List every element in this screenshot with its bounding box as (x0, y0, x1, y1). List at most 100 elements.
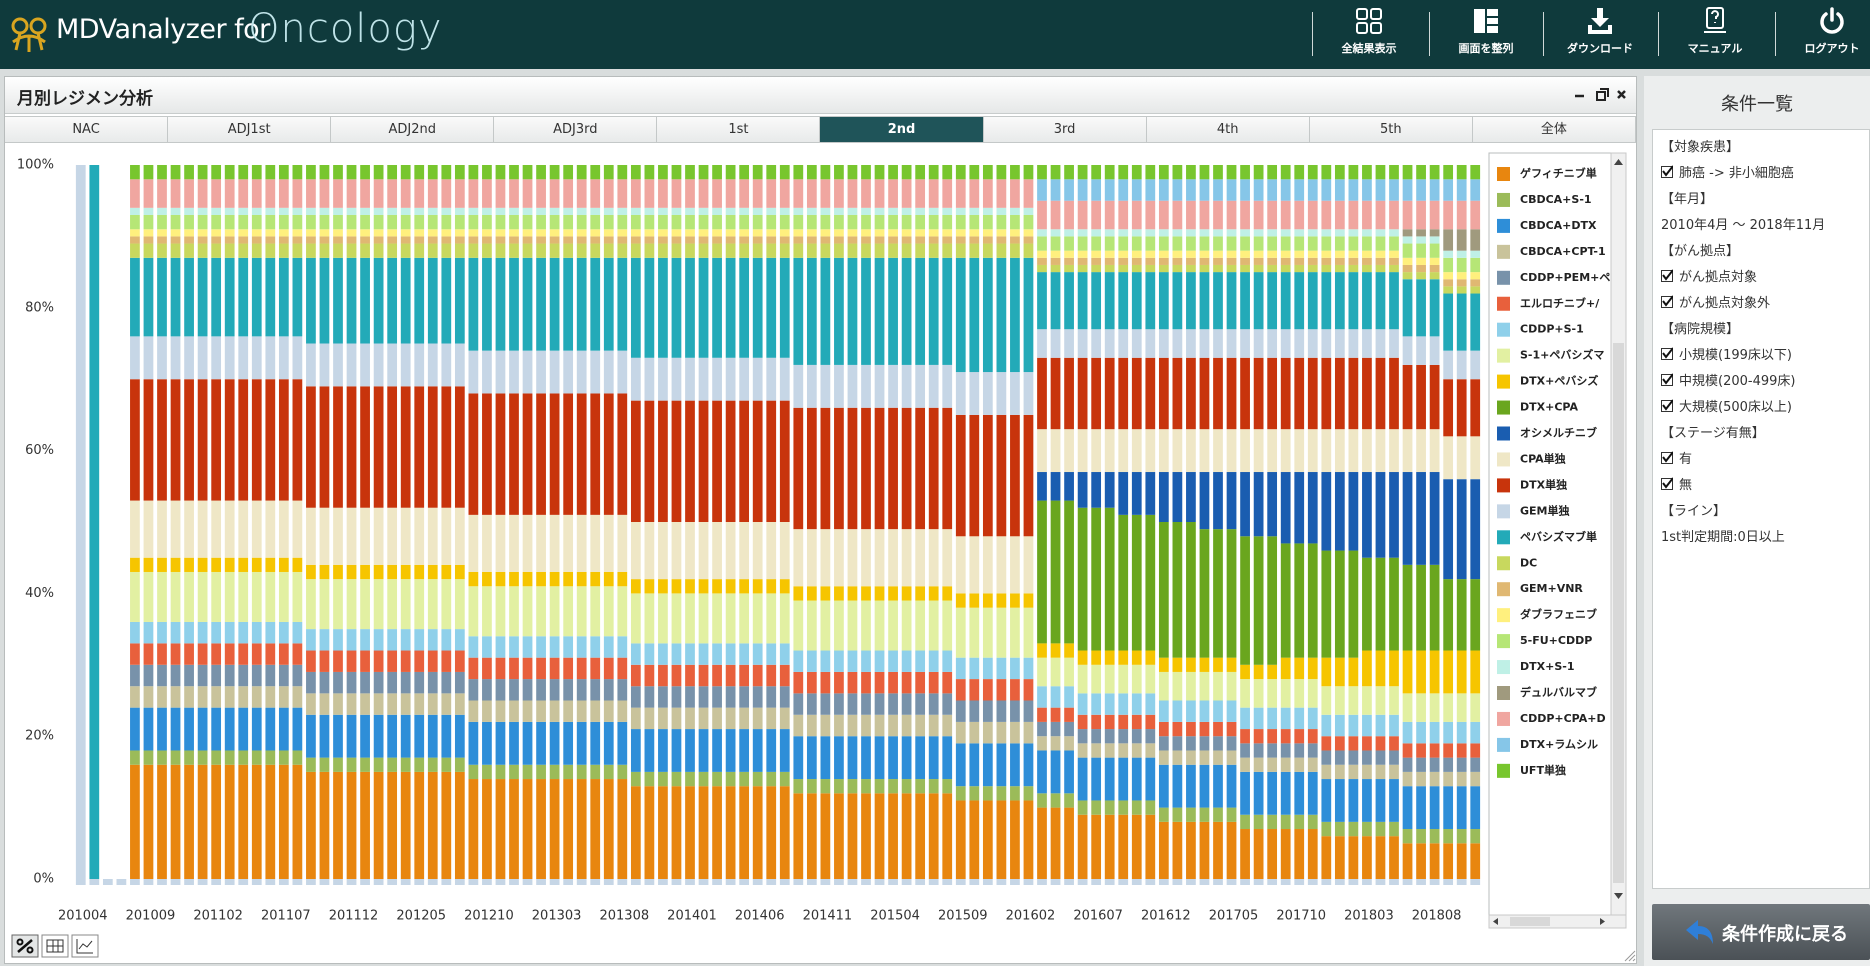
bar-segment (441, 207, 452, 215)
bar-segment (143, 179, 154, 208)
tab[interactable]: 4th (1146, 116, 1310, 143)
checkbox[interactable] (1661, 476, 1673, 490)
bar-segment (1050, 736, 1061, 751)
bar-base (698, 879, 709, 885)
hscroll-thumb[interactable] (1510, 917, 1550, 926)
bar-segment (441, 179, 452, 208)
bar-segment (698, 236, 709, 244)
legend-label: デュルバルマブ (1520, 685, 1597, 699)
bar-segment (1389, 836, 1399, 879)
bar-segment (969, 372, 980, 415)
bar-segment (184, 707, 194, 751)
tab[interactable]: NAC (5, 116, 169, 143)
bar-segment (617, 393, 628, 515)
bar-segment (793, 165, 804, 180)
bar-segment (427, 207, 438, 215)
bar-segment (861, 714, 871, 737)
bar-segment (1375, 357, 1386, 430)
bar-segment (888, 779, 898, 794)
bar-segment (387, 257, 398, 344)
bar-segment (1334, 272, 1345, 330)
bar-segment (996, 536, 1007, 594)
bar-segment (265, 179, 276, 208)
bar-segment (685, 771, 695, 787)
bar-segment (1429, 243, 1440, 258)
bar-segment (806, 407, 817, 530)
bar-segment (211, 621, 222, 644)
logout-button[interactable]: ログアウト (1777, 6, 1870, 66)
bar-segment (1429, 279, 1440, 337)
bar-segment (982, 607, 993, 658)
tab[interactable]: 1st (657, 116, 821, 143)
back-button[interactable]: 条件作成に戻る (1652, 904, 1870, 960)
manual-button[interactable]: マニュアル (1660, 6, 1770, 66)
resize-grip[interactable] (1624, 950, 1636, 962)
bar-segment (698, 207, 709, 215)
bar-segment (1172, 821, 1183, 879)
bar-segment (630, 236, 641, 244)
bar-segment (630, 214, 641, 230)
window-controls[interactable] (1571, 86, 1631, 104)
bar-segment (861, 257, 871, 365)
bar-segment (752, 236, 763, 244)
scroll-thumb[interactable] (1613, 343, 1624, 883)
bar-segment (1050, 272, 1061, 330)
tab[interactable]: 5th (1309, 116, 1473, 143)
button-label: 条件作成に戻る (1722, 924, 1848, 945)
bar-segment (1443, 286, 1454, 294)
view-switcher[interactable] (11, 934, 99, 958)
bar-segment (482, 779, 492, 879)
tab[interactable]: 2nd (820, 116, 984, 143)
arrange-button[interactable]: 画面を整列 (1431, 6, 1541, 66)
bar-segment (482, 236, 492, 244)
bar-segment (915, 529, 926, 587)
download-button[interactable]: ダウンロード (1545, 6, 1655, 66)
bar-base (1145, 879, 1156, 885)
tab[interactable]: ADJ3rd (494, 116, 658, 143)
tab[interactable]: ADJ2nd (331, 116, 495, 143)
bar-segment (1226, 257, 1237, 265)
bar-segment (373, 165, 384, 180)
tab[interactable]: 全体 (1472, 116, 1636, 143)
bar-segment (1010, 743, 1020, 787)
bar-segment (847, 257, 858, 365)
checkbox[interactable] (1661, 294, 1673, 308)
bar-segment (955, 679, 966, 701)
bar-segment (143, 750, 154, 765)
bar-segment (306, 343, 316, 387)
bar-segment (955, 800, 966, 879)
checkbox[interactable] (1661, 450, 1673, 464)
bar-segment (1010, 700, 1020, 722)
checkbox[interactable] (1661, 164, 1673, 178)
scroll-up[interactable] (1614, 159, 1623, 165)
bar-segment (671, 357, 682, 401)
scroll-down[interactable] (1614, 893, 1623, 899)
bar-segment (170, 257, 181, 337)
tab[interactable]: 3rd (983, 116, 1147, 143)
checkbox[interactable] (1661, 398, 1673, 412)
bar-segment (644, 357, 655, 401)
tab[interactable]: ADJ1st (168, 116, 332, 143)
show-all-button[interactable]: 全結果表示 (1314, 6, 1424, 66)
bar-segment (928, 243, 939, 258)
separator (1429, 12, 1430, 56)
bar-segment (549, 257, 560, 351)
bar-segment (454, 757, 465, 772)
legend-hscrollbar[interactable] (1488, 914, 1627, 929)
bar-segment (1158, 229, 1169, 237)
bar-segment (454, 165, 465, 180)
bar-base (1118, 879, 1129, 885)
bar-segment (1443, 579, 1454, 651)
condition-text: 【ライン】 (1661, 504, 1727, 519)
bar-base (75, 879, 86, 885)
bar-segment (685, 400, 695, 522)
bar-segment (522, 243, 533, 258)
bar-segment (712, 165, 722, 180)
bar-segment (1456, 786, 1467, 830)
checkbox[interactable] (1661, 372, 1673, 386)
bar-segment (658, 214, 668, 230)
bar-segment (1267, 257, 1278, 265)
bar-segment (820, 600, 831, 651)
checkbox[interactable] (1661, 268, 1673, 282)
checkbox[interactable] (1661, 346, 1673, 360)
